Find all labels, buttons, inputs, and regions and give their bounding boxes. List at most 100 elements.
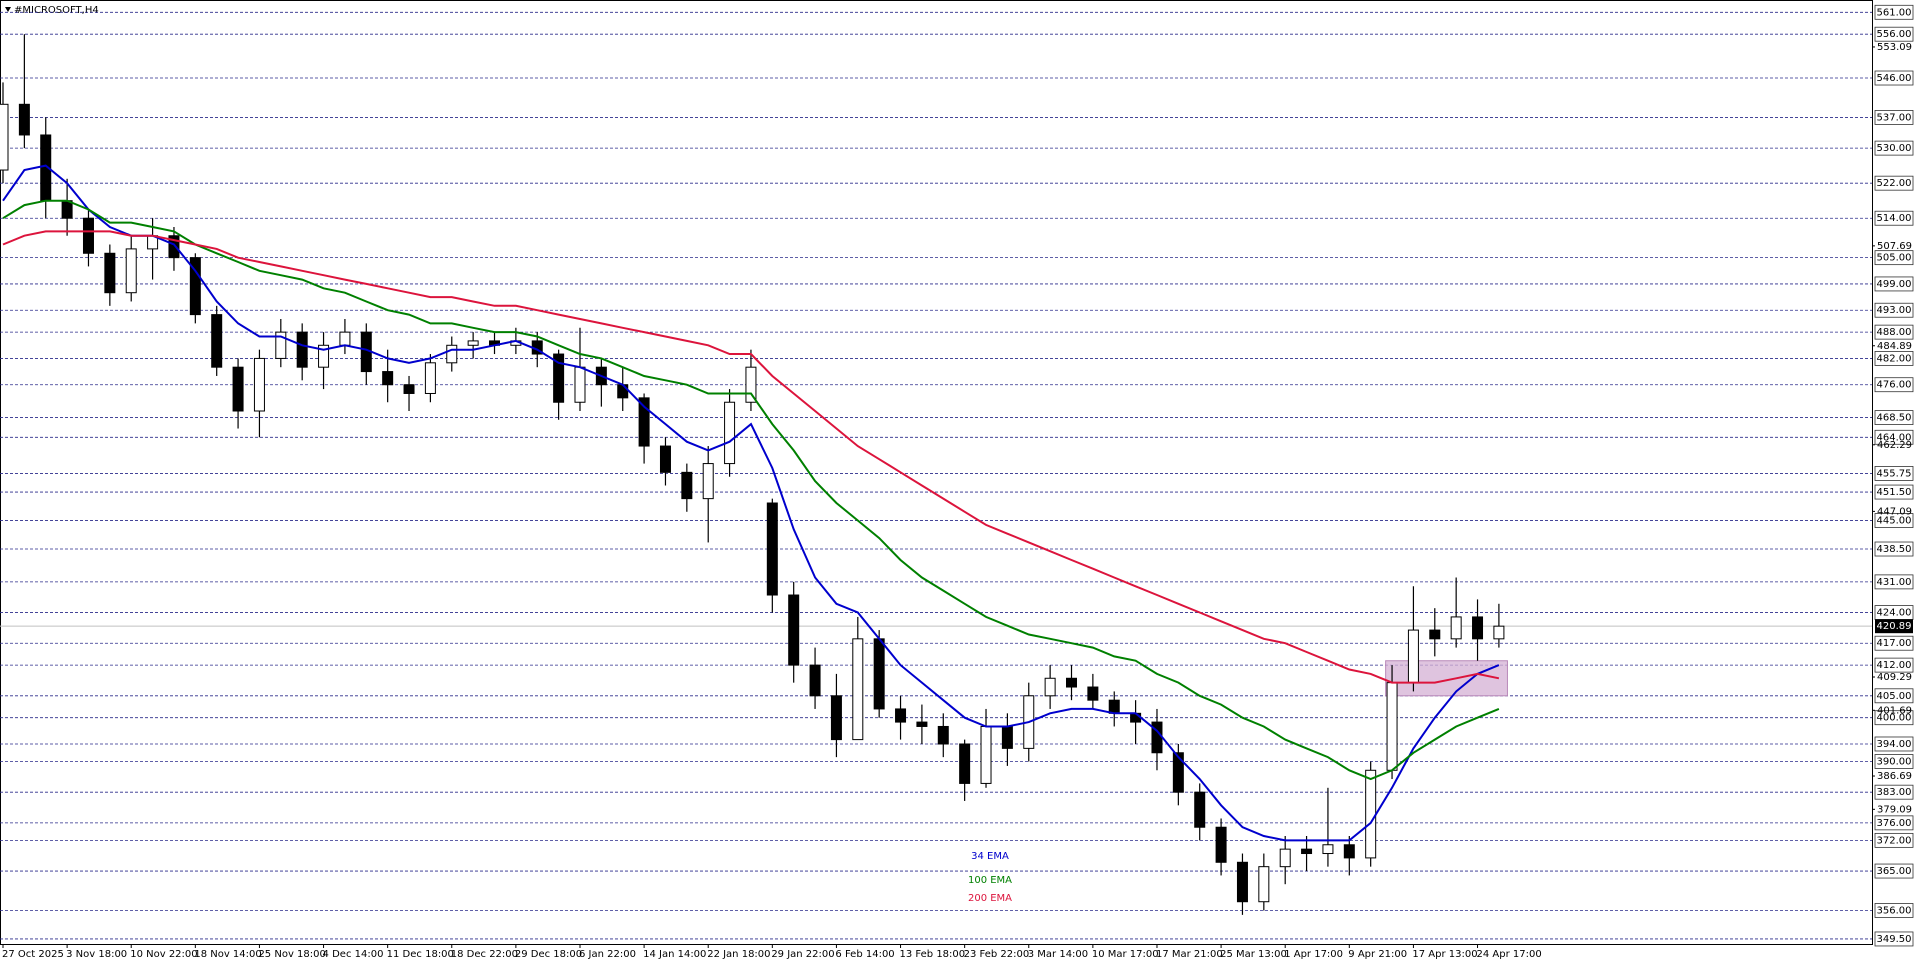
level-label-box xyxy=(1874,377,1914,393)
candle-body xyxy=(1322,844,1334,855)
level-label-box xyxy=(1874,276,1914,292)
candle-body xyxy=(681,471,693,500)
x-tick-label: 29 Jan 22:00 xyxy=(771,949,834,960)
candle-body xyxy=(937,725,949,745)
candle-body xyxy=(168,235,180,259)
candle-body xyxy=(873,638,885,710)
x-tick-label: 13 Feb 18:00 xyxy=(900,949,966,960)
level-label: 431.00 xyxy=(1877,577,1912,588)
candle-body xyxy=(1108,699,1120,714)
level-label: 405.00 xyxy=(1877,691,1912,702)
candle-body xyxy=(275,331,287,359)
candle-body xyxy=(61,200,73,219)
menu-arrow[interactable] xyxy=(5,7,11,12)
level-label-box xyxy=(1874,513,1914,528)
ema-line xyxy=(2,199,1500,781)
level-label: 356.00 xyxy=(1877,905,1912,916)
x-tick-label: 27 Oct 2025 xyxy=(2,949,64,960)
candle-body xyxy=(1258,866,1270,903)
candle-body xyxy=(959,743,971,784)
candle-body xyxy=(1365,769,1377,859)
ema-line xyxy=(2,230,1500,684)
x-tick-label: 11 Dec 18:00 xyxy=(387,949,454,960)
x-tick-label: 17 Apr 13:00 xyxy=(1412,949,1477,960)
level-label-box xyxy=(1874,754,1914,769)
x-tick-label: 29 Dec 18:00 xyxy=(515,949,582,960)
level-label: 376.00 xyxy=(1877,818,1912,829)
level-label-box xyxy=(1874,351,1914,366)
candle-body xyxy=(1001,725,1013,749)
candle-body xyxy=(1386,682,1398,771)
candle-body xyxy=(424,362,436,394)
candle-body xyxy=(1279,848,1291,868)
candle-body xyxy=(852,638,864,741)
y-tick-label: 401.69 xyxy=(1877,705,1912,716)
level-label: 499.00 xyxy=(1877,279,1912,290)
level-label: 488.00 xyxy=(1877,327,1912,338)
candle-body xyxy=(18,103,30,136)
level-label: 455.75 xyxy=(1877,468,1912,479)
level-label-box xyxy=(1874,931,1914,947)
level-label-box xyxy=(1874,26,1914,42)
x-tick-label: 6 Jan 22:00 xyxy=(579,949,636,960)
candle-body xyxy=(1087,686,1099,701)
y-tick-label: 484.89 xyxy=(1877,341,1912,352)
level-label-box xyxy=(1874,302,1914,318)
candle-body xyxy=(318,344,330,368)
level-label-box xyxy=(1874,4,1914,20)
level-label: 394.00 xyxy=(1877,739,1912,750)
y-tick-label: 386.69 xyxy=(1877,771,1912,782)
legend-entry: 200 EMA xyxy=(968,893,1012,904)
candle-body xyxy=(1215,826,1227,863)
candle-body xyxy=(916,721,928,727)
level-label-box xyxy=(1874,110,1914,125)
candle-body xyxy=(895,708,907,723)
level-label: 400.00 xyxy=(1877,713,1912,724)
last-price-label: 420.89 xyxy=(1877,621,1912,632)
level-label-box xyxy=(1874,70,1914,86)
x-tick-label: 6 Feb 14:00 xyxy=(835,949,894,960)
level-label-box xyxy=(1874,688,1914,704)
candle-body xyxy=(1450,616,1462,640)
level-label: 556.00 xyxy=(1877,29,1912,40)
chart-title: #MICROSOFT,H4 xyxy=(14,5,99,16)
candle-body xyxy=(1194,791,1206,828)
level-label: 482.00 xyxy=(1877,353,1912,364)
level-label-box xyxy=(1874,466,1914,481)
candle-body xyxy=(1236,861,1248,903)
x-tick-label: 10 Mar 17:00 xyxy=(1092,949,1159,960)
price-axis-bg xyxy=(1873,0,1916,963)
level-label: 390.00 xyxy=(1877,757,1912,768)
level-label: 468.50 xyxy=(1877,413,1912,424)
level-label: 438.50 xyxy=(1877,544,1912,555)
x-tick-label: 3 Mar 14:00 xyxy=(1028,949,1088,960)
candle-body xyxy=(617,384,629,399)
candle-body xyxy=(0,103,9,171)
candle-body xyxy=(1130,712,1142,723)
level-label: 451.50 xyxy=(1877,487,1912,498)
level-label-box xyxy=(1874,710,1914,726)
y-tick-label: 462.29 xyxy=(1877,440,1912,451)
last-price-box xyxy=(1875,619,1913,634)
candle-body xyxy=(766,502,778,596)
x-tick-label: 23 Feb 22:00 xyxy=(964,949,1030,960)
candle-body xyxy=(724,401,736,465)
legend-entry: 34 EMA xyxy=(971,851,1009,862)
y-tick-label: 553.09 xyxy=(1877,42,1912,53)
level-label: 383.00 xyxy=(1877,787,1912,798)
level-label: 505.00 xyxy=(1877,253,1912,264)
level-label-box xyxy=(1874,815,1914,831)
level-label-box xyxy=(1874,429,1914,445)
level-label-box xyxy=(1874,903,1914,918)
level-label: 476.00 xyxy=(1877,380,1912,391)
level-label: 493.00 xyxy=(1877,305,1912,316)
level-label-box xyxy=(1874,657,1914,673)
candle-body xyxy=(788,594,800,666)
y-tick-label: 409.29 xyxy=(1877,672,1912,683)
level-label: 537.00 xyxy=(1877,112,1912,123)
plot-frame xyxy=(0,0,1873,945)
candle-body xyxy=(82,217,94,254)
candle-body xyxy=(125,248,137,294)
